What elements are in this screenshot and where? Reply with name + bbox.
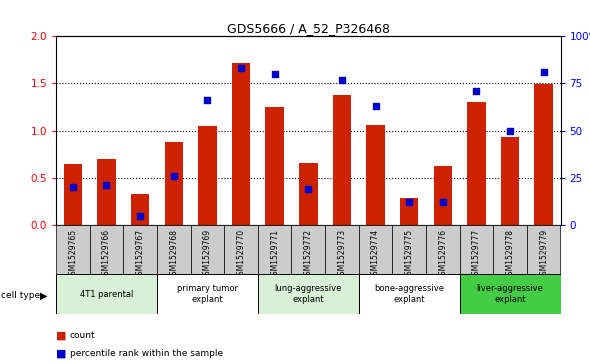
Point: [471, 88, 481, 94]
Bar: [198, 126, 217, 225]
Text: ▶: ▶: [40, 291, 48, 301]
Text: GSM1529778: GSM1529778: [506, 229, 514, 280]
Text: GSM1529770: GSM1529770: [237, 229, 245, 280]
Point: [202, 98, 212, 103]
Text: bone-aggressive
explant: bone-aggressive explant: [374, 284, 444, 304]
Bar: [258, 225, 291, 274]
Bar: [359, 274, 460, 314]
Bar: [527, 225, 560, 274]
Bar: [325, 225, 359, 274]
Text: 4T1 parental: 4T1 parental: [80, 290, 133, 298]
Bar: [131, 194, 149, 225]
Bar: [224, 225, 258, 274]
Text: GSM1529765: GSM1529765: [68, 229, 77, 280]
Text: GSM1529768: GSM1529768: [169, 229, 178, 280]
Bar: [460, 225, 493, 274]
Point: [135, 213, 145, 219]
Text: GSM1529777: GSM1529777: [472, 229, 481, 280]
Bar: [434, 166, 452, 225]
Text: count: count: [70, 331, 95, 340]
Bar: [460, 274, 560, 314]
Point: [236, 65, 245, 71]
Text: GSM1529771: GSM1529771: [270, 229, 279, 280]
Point: [371, 103, 380, 109]
Bar: [157, 225, 191, 274]
Bar: [366, 125, 385, 225]
Bar: [493, 225, 527, 274]
Bar: [64, 164, 82, 225]
Text: ■: ■: [56, 331, 67, 341]
Bar: [97, 159, 116, 225]
Title: GDS5666 / A_52_P326468: GDS5666 / A_52_P326468: [227, 22, 390, 35]
Point: [101, 183, 111, 188]
Text: ■: ■: [56, 349, 67, 359]
Bar: [400, 198, 418, 225]
Point: [438, 200, 447, 205]
Text: percentile rank within the sample: percentile rank within the sample: [70, 350, 223, 358]
Text: GSM1529766: GSM1529766: [102, 229, 111, 280]
Bar: [333, 95, 351, 225]
Point: [169, 173, 178, 179]
Text: GSM1529776: GSM1529776: [438, 229, 447, 280]
Bar: [359, 225, 392, 274]
Bar: [501, 137, 519, 225]
Text: GSM1529769: GSM1529769: [203, 229, 212, 280]
Text: GSM1529773: GSM1529773: [337, 229, 346, 280]
Bar: [90, 225, 123, 274]
Text: cell type: cell type: [1, 291, 40, 300]
Point: [337, 77, 346, 83]
Text: GSM1529775: GSM1529775: [405, 229, 414, 280]
Point: [539, 69, 548, 75]
Text: lung-aggressive
explant: lung-aggressive explant: [274, 284, 342, 304]
Text: GSM1529774: GSM1529774: [371, 229, 380, 280]
Bar: [266, 107, 284, 225]
Bar: [56, 225, 90, 274]
Bar: [535, 85, 553, 225]
Bar: [157, 274, 258, 314]
Bar: [56, 274, 157, 314]
Bar: [426, 225, 460, 274]
Text: GSM1529772: GSM1529772: [304, 229, 313, 280]
Point: [303, 186, 313, 192]
Bar: [123, 225, 157, 274]
Text: GSM1529767: GSM1529767: [136, 229, 145, 280]
Bar: [467, 102, 486, 225]
Bar: [291, 225, 325, 274]
Bar: [165, 142, 183, 225]
Point: [404, 200, 414, 205]
Point: [505, 128, 514, 134]
Point: [270, 71, 280, 77]
Text: liver-aggressive
explant: liver-aggressive explant: [477, 284, 543, 304]
Bar: [392, 225, 426, 274]
Bar: [191, 225, 224, 274]
Bar: [299, 163, 317, 225]
Text: GSM1529779: GSM1529779: [539, 229, 548, 280]
Point: [68, 184, 77, 190]
Text: primary tumor
explant: primary tumor explant: [177, 284, 238, 304]
Bar: [232, 63, 250, 225]
Bar: [258, 274, 359, 314]
